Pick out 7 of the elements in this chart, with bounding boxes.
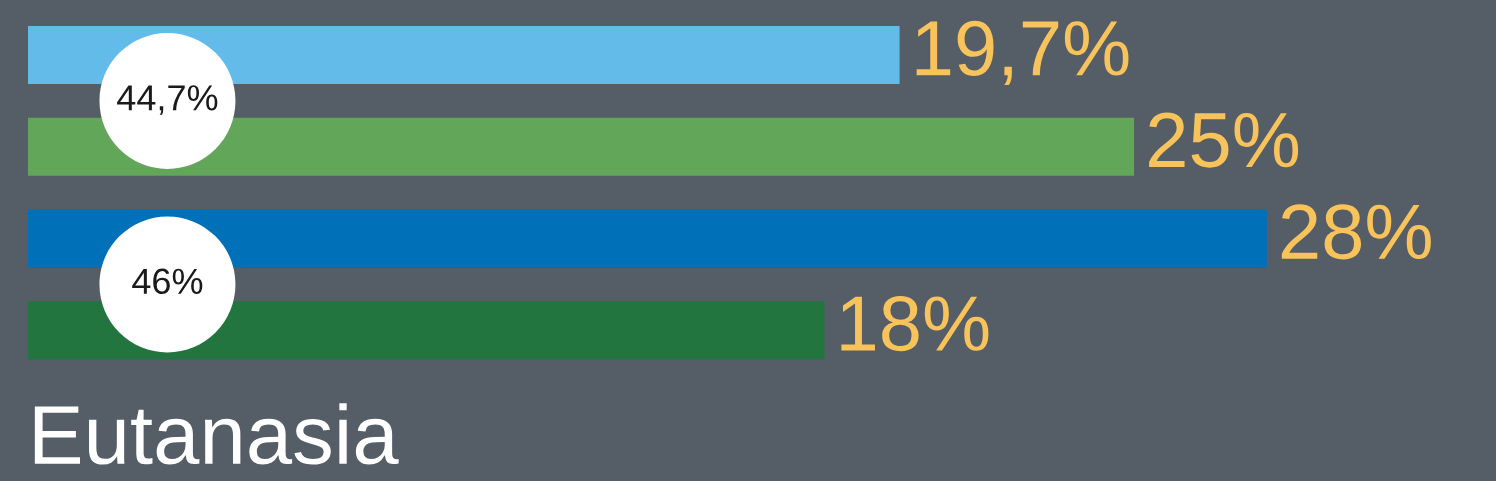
data-label: 28% [1281, 204, 1431, 260]
data-label: 19,7% [916, 20, 1129, 86]
data-label: 18% [841, 296, 989, 352]
text: Eutanasia [34, 403, 399, 465]
annotation: 46% [132, 268, 203, 295]
annotation: 44,7% [117, 85, 218, 115]
data-label: 25% [1149, 112, 1299, 168]
